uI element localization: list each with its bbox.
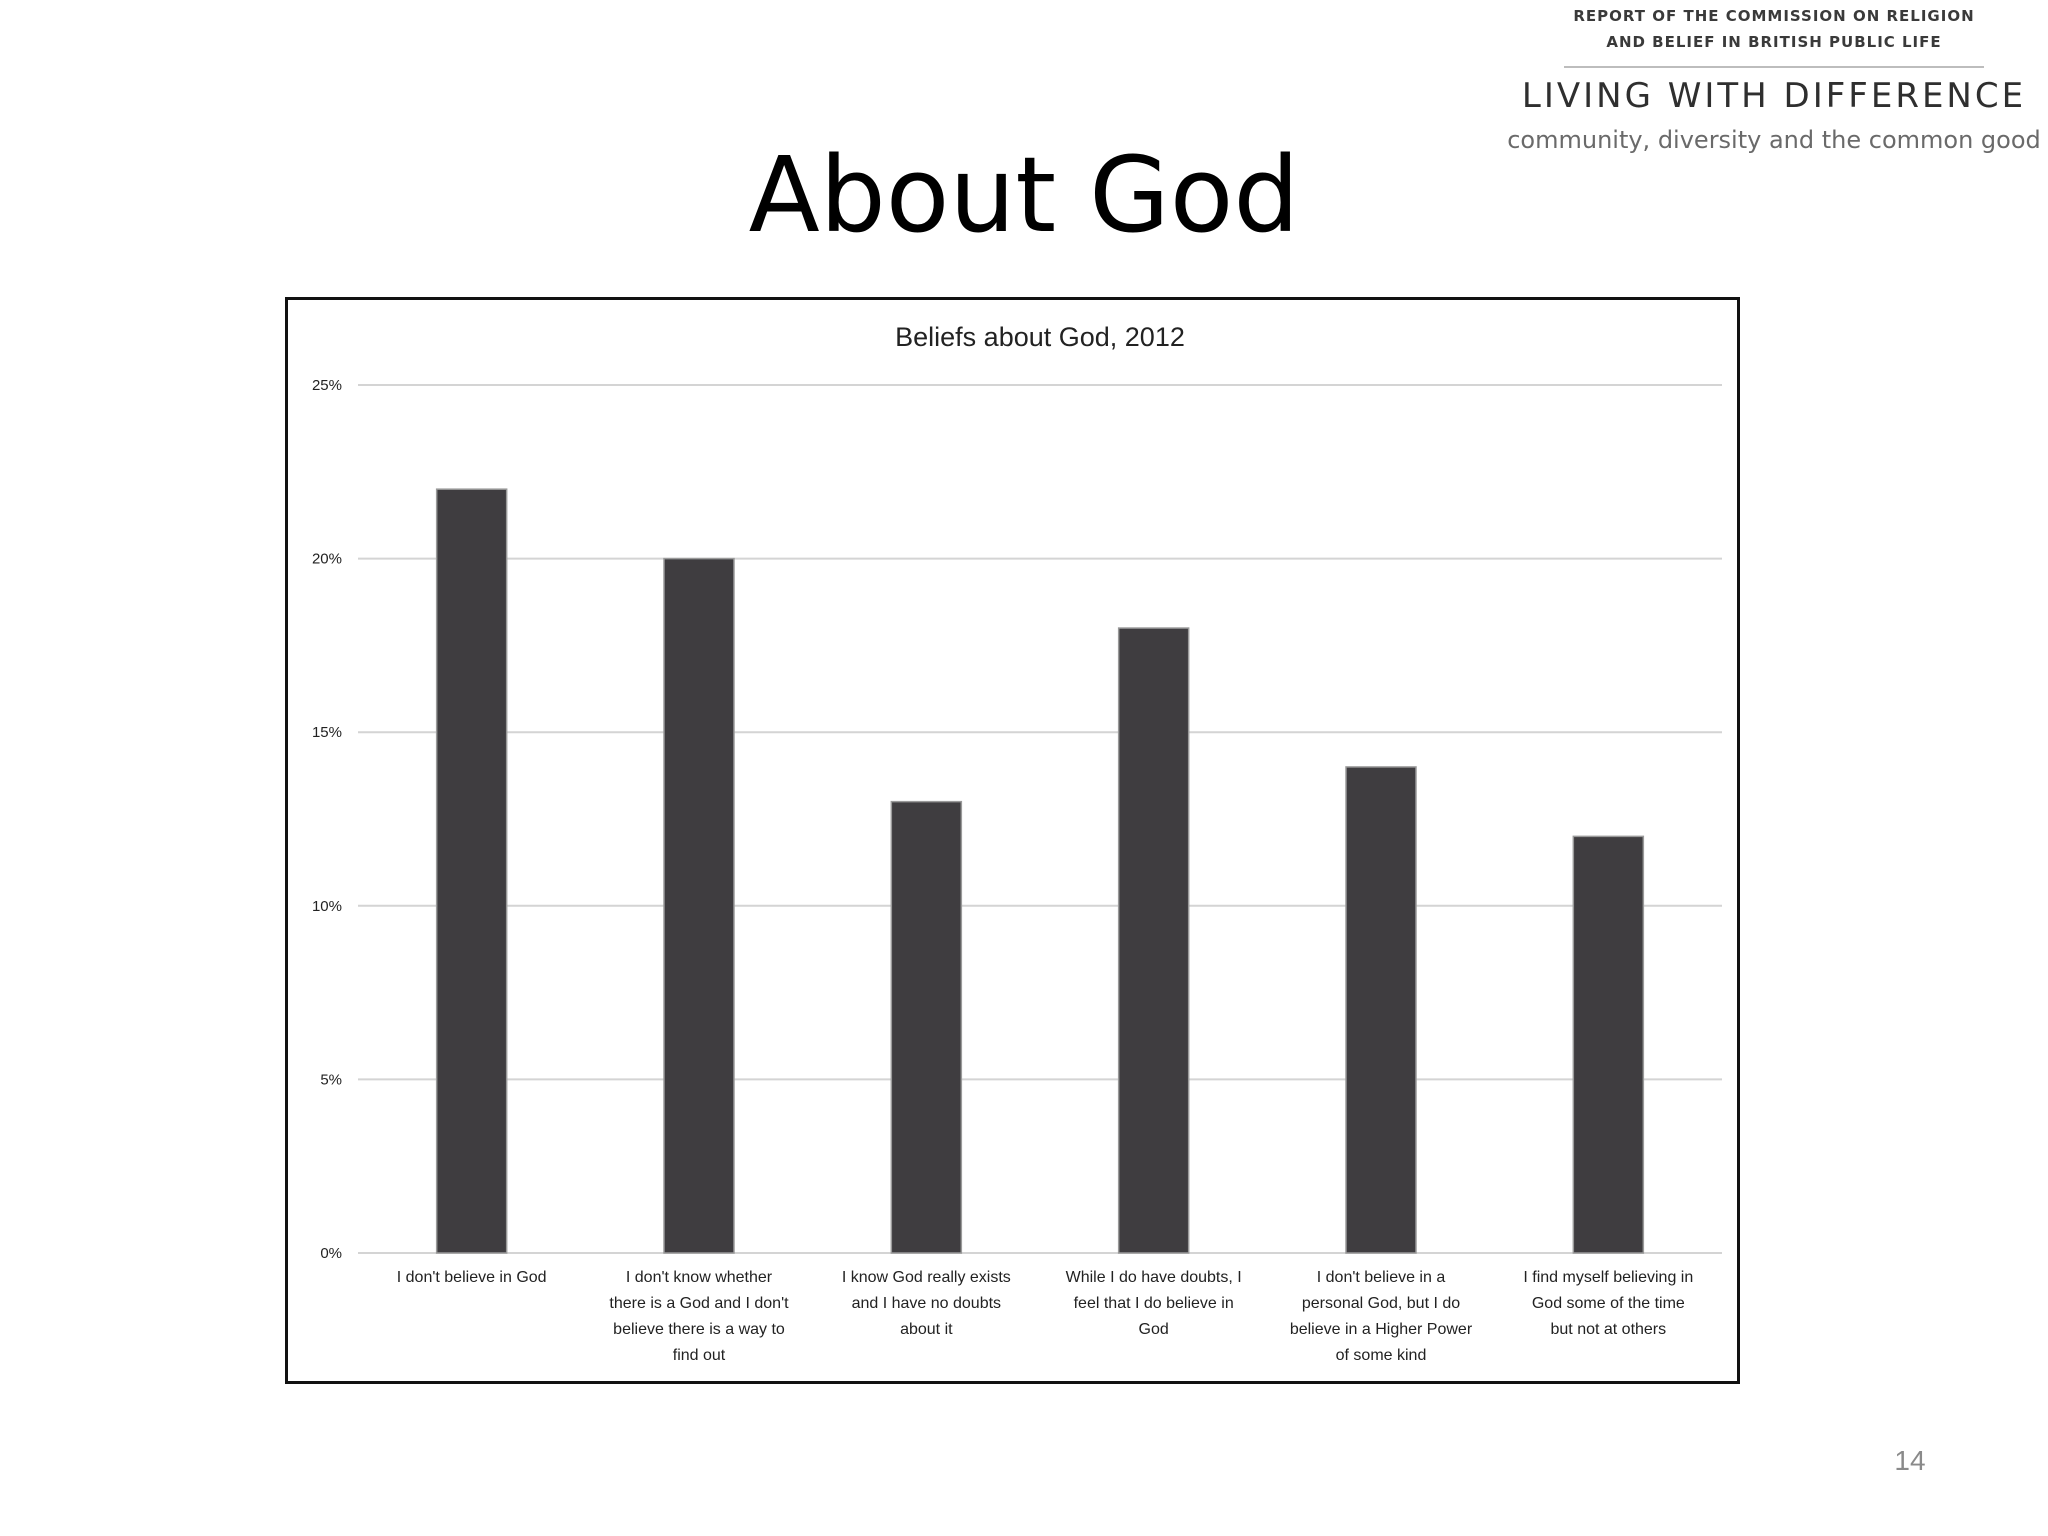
chart-title: Beliefs about God, 2012: [895, 322, 1185, 352]
x-category-label-line: there is a God and I don't: [609, 1295, 789, 1312]
y-tick-label: 10%: [312, 898, 342, 915]
x-category-label-line: find out: [673, 1347, 726, 1364]
x-category-label-line: While I do have doubts, I: [1066, 1269, 1242, 1286]
y-tick-label: 5%: [320, 1071, 342, 1088]
x-category-label-line: I don't know whether: [626, 1269, 773, 1286]
bar: [890, 800, 963, 1254]
x-category-label: I find myself believing in God some of th…: [1523, 1269, 1693, 1338]
x-category-label-line: believe in a Higher Power: [1290, 1321, 1473, 1338]
beliefs-bar-chart: Beliefs about God, 2012 0% 5% 10% 15% 20% 25% I…: [312, 322, 1722, 1364]
x-category-label-line: I don't believe in God: [397, 1269, 547, 1286]
chart-frame: Beliefs about God, 2012 0% 5% 10% 15% 20% 25% I…: [285, 297, 1740, 1384]
x-category-label-line: God: [1139, 1321, 1169, 1338]
x-category-label: While I do have doubts, I feel that I do …: [1066, 1269, 1242, 1338]
y-tick-label: 15%: [312, 724, 342, 741]
x-category-label-line: I don't believe in a: [1317, 1269, 1446, 1286]
x-category-label-line: but not at others: [1551, 1321, 1667, 1338]
y-tick-label: 25%: [312, 377, 342, 394]
x-category-label: I don't know whether there is a God and I…: [609, 1269, 789, 1364]
x-category-label-line: and I have no doubts: [852, 1295, 1001, 1312]
bar: [1345, 766, 1417, 1254]
bar: [663, 557, 735, 1254]
x-category-label-line: I know God really exists: [842, 1269, 1011, 1286]
x-category-label: I don't believe in God: [397, 1269, 547, 1286]
logo-main-title: LIVING WITH DIFFERENCE: [1521, 76, 2027, 116]
x-category-label-line: about it: [900, 1321, 953, 1338]
x-category-label-line: personal God, but I do: [1302, 1295, 1460, 1312]
x-category-label-line: feel that I do believe in: [1074, 1295, 1234, 1312]
x-category-label: I don't believe in a personal God, but I …: [1290, 1269, 1473, 1364]
x-category-label-line: God some of the time: [1532, 1295, 1685, 1312]
bar: [435, 488, 508, 1254]
x-category-label-line: I find myself believing in: [1523, 1269, 1693, 1286]
slide-title: About God: [748, 134, 1300, 256]
y-tick-label: 0%: [320, 1245, 342, 1262]
bar: [1572, 835, 1645, 1254]
x-category-label: I know God really exists and I have no do…: [842, 1269, 1011, 1338]
x-category-label-line: believe there is a way to: [613, 1321, 785, 1338]
logo-report-line-2: AND BELIEF IN BRITISH PUBLIC LIFE: [1606, 33, 1942, 51]
logo-divider: [1564, 66, 1984, 68]
slide-number: 14: [1894, 1445, 1926, 1476]
logo-tagline: community, diversity and the common good: [1507, 126, 2041, 154]
x-category-label-line: of some kind: [1336, 1347, 1427, 1364]
logo-report-line-1: REPORT OF THE COMMISSION ON RELIGION: [1573, 7, 1975, 25]
bar: [1117, 627, 1190, 1254]
report-logo: REPORT OF THE COMMISSION ON RELIGION AND…: [1500, 0, 2048, 160]
y-tick-label: 20%: [312, 551, 342, 568]
